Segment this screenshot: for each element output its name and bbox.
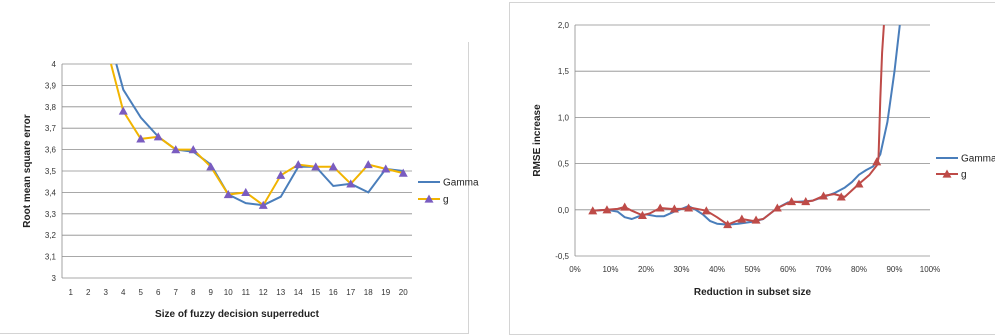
x-tick-label: 2	[86, 288, 91, 297]
data-point	[588, 206, 598, 215]
y-tick-label: 3,2	[45, 231, 57, 240]
legend-marker	[424, 194, 434, 203]
y-tick-label: 2,0	[558, 21, 570, 30]
x-tick-label: 15	[311, 288, 320, 297]
x-axis-title: Reduction in subset size	[694, 287, 812, 298]
legend-label: Gamma	[443, 178, 479, 189]
legend-marker	[942, 169, 952, 178]
y-tick-label: 3,5	[45, 167, 57, 176]
x-tick-label: 9	[209, 288, 214, 297]
data-point	[346, 179, 356, 188]
chart-panel-right: -0,5 0,0 0,5 1,0 1,5 2,0 0% 10% 20% 30% 40% 50% 60% 7…	[509, 2, 995, 335]
data-point	[772, 203, 782, 212]
data-point	[328, 162, 338, 171]
data-point	[751, 215, 761, 224]
data-point	[854, 179, 864, 188]
x-tick-label: 10%	[602, 265, 618, 274]
x-tick-label: 60%	[780, 265, 796, 274]
y-tick-label: -0,5	[555, 252, 569, 261]
y-axis-title: RMSE increase	[532, 104, 543, 177]
y-tick-label: 3,4	[45, 188, 57, 197]
data-point	[206, 162, 216, 171]
data-point	[381, 164, 391, 173]
data-point	[276, 170, 286, 179]
x-tick-label: 4	[121, 288, 126, 297]
y-tick-label: 3,3	[45, 210, 57, 219]
data-point	[398, 168, 408, 177]
x-tick-label: 40%	[709, 265, 725, 274]
data-point	[258, 200, 268, 209]
x-tick-label: 17	[346, 288, 355, 297]
x-tick-label: 12	[259, 288, 268, 297]
data-point	[684, 203, 694, 212]
y-tick-label: 3,9	[45, 81, 57, 90]
chart-panel-left: 3 3,1 3,2 3,3 3,4 3,5 3,6 3,7 3,8 3,9 4 1 2 3 4 5 6 7 8 9 10…	[0, 42, 479, 334]
data-point	[153, 132, 163, 141]
data-point	[293, 160, 303, 169]
rmse-increase-by-reduction-chart: -0,5 0,0 0,5 1,0 1,5 2,0 0% 10% 20% 30% 40% 50% 60% 7…	[532, 21, 995, 298]
x-tick-label: 8	[191, 288, 196, 297]
x-tick-label: 0%	[569, 265, 581, 274]
x-tick-label: 19	[381, 288, 390, 297]
data-point	[223, 190, 233, 199]
data-point	[737, 214, 747, 223]
data-point	[363, 160, 373, 169]
data-point	[136, 134, 146, 143]
data-point	[637, 210, 647, 219]
data-point	[872, 157, 882, 166]
legend-label: g	[443, 195, 449, 206]
data-point	[311, 162, 321, 171]
legend-label: g	[961, 170, 967, 181]
x-axis-title: Size of fuzzy decision superreduct	[155, 309, 320, 320]
y-tick-label: 1,5	[558, 67, 570, 76]
data-point	[171, 145, 181, 154]
data-point	[701, 206, 711, 215]
x-tick-label: 13	[276, 288, 285, 297]
data-point	[655, 203, 665, 212]
legend-label: Gamma	[961, 154, 995, 165]
y-tick-label: 3	[52, 274, 57, 283]
x-tick-label: 14	[294, 288, 303, 297]
data-point	[836, 192, 846, 201]
x-tick-label: 20	[399, 288, 408, 297]
data-point	[801, 196, 811, 206]
x-tick-label: 30%	[673, 265, 689, 274]
x-tick-label: 20%	[638, 265, 654, 274]
x-tick-label: 50%	[744, 265, 760, 274]
x-tick-label: 18	[364, 288, 373, 297]
rmse-by-superreduct-size-chart: 33,13,23,33,43,53,63,73,83,941 2 3 4 5 6 7 8 9 10…	[22, 60, 479, 320]
x-tick-label: 70%	[815, 265, 831, 274]
x-tick-label: 3	[104, 288, 109, 297]
data-point	[723, 220, 733, 229]
y-axis-title: Root mean square error	[22, 114, 33, 227]
x-tick-label: 1	[69, 288, 74, 297]
x-tick-label: 100%	[920, 265, 940, 274]
y-tick-label: 0,0	[558, 206, 570, 215]
x-tick-label: 10	[224, 288, 233, 297]
data-point	[241, 187, 251, 196]
y-tick-label: 3,8	[45, 103, 57, 112]
y-tick-label: 1,0	[558, 113, 570, 122]
data-point	[118, 106, 128, 115]
x-tick-label: 5	[139, 288, 144, 297]
y-tick-label: 4	[52, 60, 57, 69]
y-tick-label: 0,5	[558, 160, 570, 169]
data-point	[602, 205, 612, 214]
y-tick-label: 3,6	[45, 146, 57, 155]
x-tick-label: 11	[242, 288, 251, 297]
series-line-g	[110, 63, 404, 207]
x-tick-label: 16	[329, 288, 338, 297]
x-tick-label: 6	[156, 288, 161, 297]
series-line-gamma	[592, 25, 901, 226]
data-point	[620, 202, 630, 211]
y-tick-label: 3,7	[45, 124, 57, 133]
data-point	[188, 145, 198, 154]
y-tick-label: 3,1	[45, 253, 57, 262]
x-tick-label: 90%	[886, 265, 902, 274]
data-point	[819, 191, 828, 200]
data-point	[669, 204, 679, 213]
data-point	[787, 196, 797, 206]
x-tick-label: 80%	[851, 265, 867, 274]
x-tick-label: 7	[174, 288, 179, 297]
